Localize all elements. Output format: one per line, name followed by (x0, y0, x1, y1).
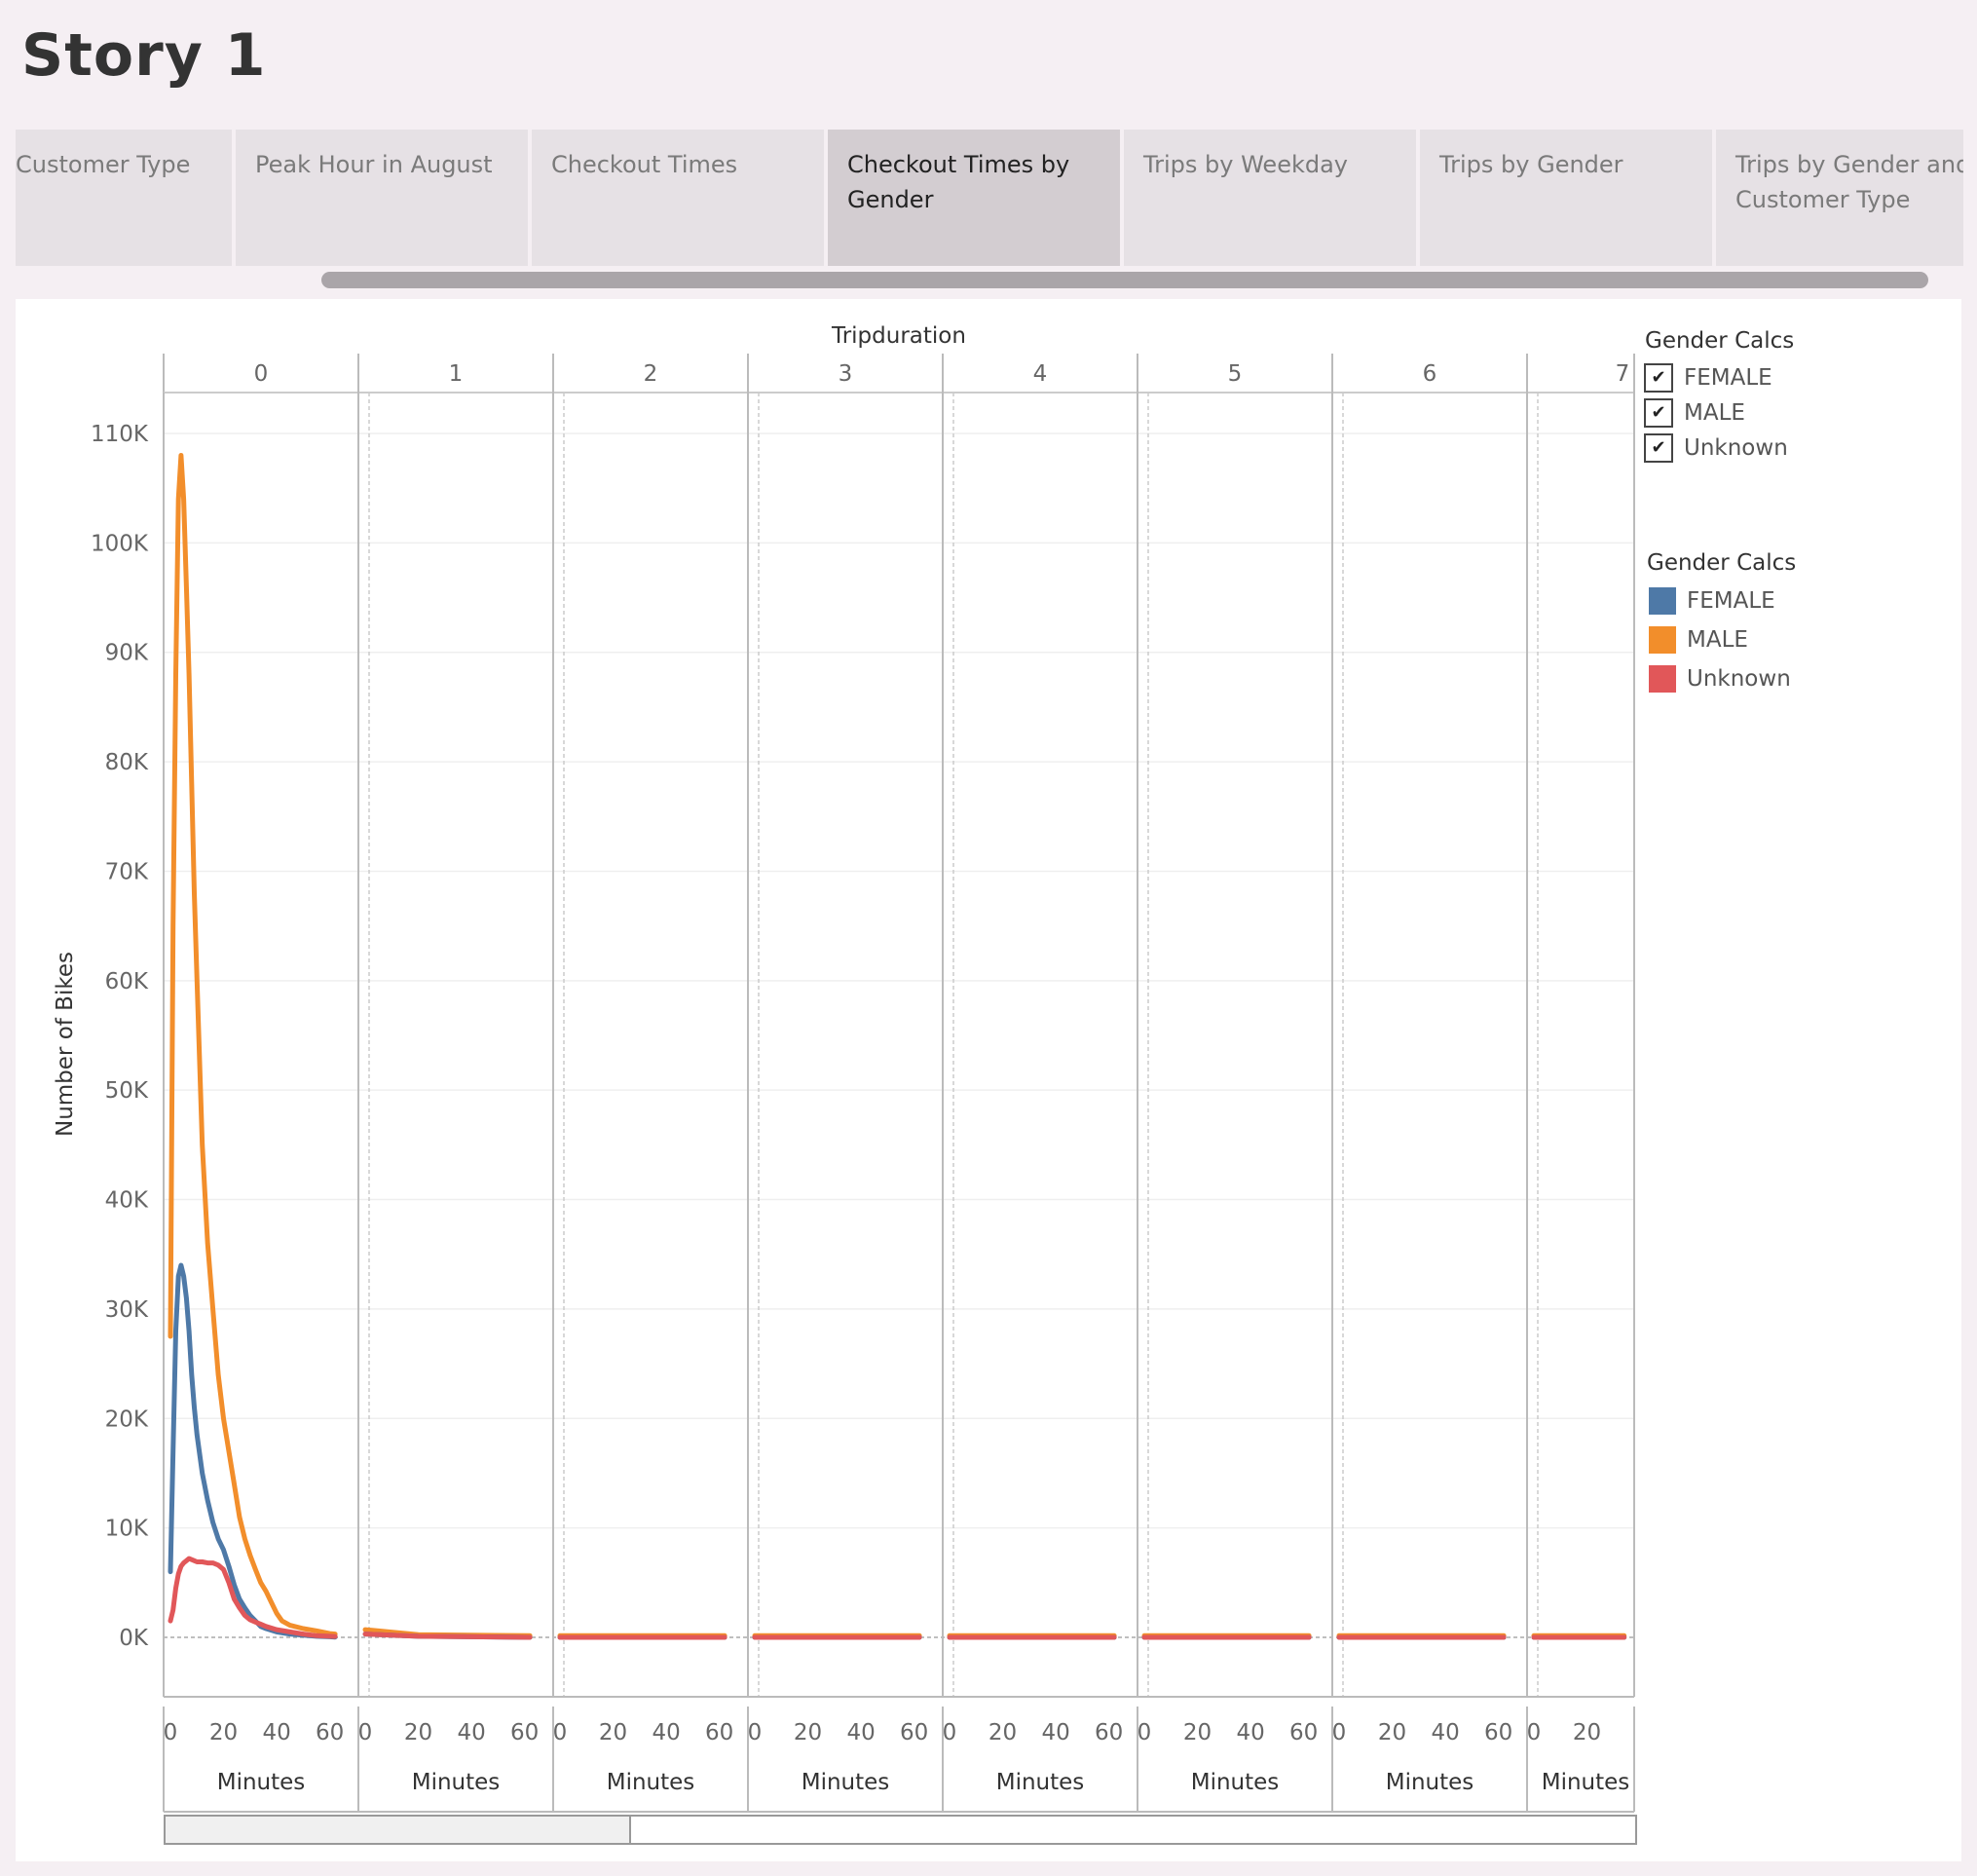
panel-header-label: 7 (1616, 361, 1630, 387)
panel-header-label: 4 (1033, 361, 1048, 387)
story-tabs: Customer Type Peak Hour in August Checkout… (16, 130, 1963, 266)
x-axis-label: Minutes (996, 1770, 1085, 1795)
tab-checkout-times-by-gender[interactable]: Checkout Times by Gender (828, 130, 1120, 266)
x-axis-label: Minutes (412, 1770, 501, 1795)
series-line-female (168, 1262, 338, 1640)
series-line-unknown (168, 1556, 338, 1639)
legend-swatch-female[interactable] (1649, 587, 1676, 615)
tab-label: Customer Type (16, 151, 191, 178)
x-tick-label: 40 (1236, 1720, 1264, 1745)
chart-panel: Tripduration 110K 100K 90K 80K 70K 60K 50K 40K 30… (16, 299, 1961, 1861)
x-tick-label: 60 (1484, 1720, 1512, 1745)
y-tick-label: 90K (105, 641, 149, 666)
y-axis-label: Number of Bikes (53, 952, 78, 1137)
x-tick-label: 20 (988, 1720, 1017, 1745)
series-line-male (168, 453, 338, 1637)
page-title: Story 1 (21, 21, 267, 90)
y-tick-label: 20K (105, 1407, 149, 1432)
x-tick-label: 60 (705, 1720, 733, 1745)
x-axis-label: Minutes (1191, 1770, 1280, 1795)
x-tick-label: 20 (209, 1720, 238, 1745)
y-tick-label: 100K (91, 531, 149, 556)
x-tick-label: 20 (1573, 1720, 1601, 1745)
x-tick-label: 20 (599, 1720, 627, 1745)
tab-label: Peak Hour in August (255, 151, 493, 178)
panel-header-label: 5 (1228, 361, 1243, 387)
x-tick-label: 0 (164, 1720, 178, 1745)
panel-header-label: 3 (839, 361, 853, 387)
filter-item-label[interactable]: FEMALE (1684, 365, 1772, 391)
x-axis-label: Minutes (1542, 1770, 1630, 1795)
tab-label: Trips by Gender and Customer Type (1735, 151, 1963, 213)
x-axis-label: Minutes (1386, 1770, 1474, 1795)
y-tick-label: 30K (105, 1297, 149, 1323)
x-tick-label: 40 (262, 1720, 290, 1745)
x-tick-label: 60 (900, 1720, 928, 1745)
horizontal-scrollbar[interactable] (164, 1815, 1637, 1845)
x-tick-label: 20 (1183, 1720, 1212, 1745)
panel-header-title: Tripduration (831, 323, 966, 349)
x-tick-label: 0 (748, 1720, 763, 1745)
tabs-scrollbar-thumb[interactable] (321, 272, 1928, 288)
x-axis-label: Minutes (802, 1770, 890, 1795)
tab-trips-by-weekday[interactable]: Trips by Weekday (1124, 130, 1416, 266)
y-tick-label: 80K (105, 750, 149, 775)
tab-customer-type[interactable]: Customer Type (16, 130, 232, 266)
x-tick-label: 40 (1041, 1720, 1069, 1745)
x-tick-label: 0 (1332, 1720, 1347, 1745)
x-tick-label: 40 (652, 1720, 680, 1745)
checkout-times-chart: Tripduration110K100K90K80K70K60K50K40K30… (53, 323, 1635, 1813)
x-tick-label: 20 (404, 1720, 432, 1745)
legend-item-label[interactable]: MALE (1687, 627, 1748, 653)
color-legend-title: Gender Calcs (1647, 550, 1797, 576)
tab-trips-by-gender[interactable]: Trips by Gender (1420, 130, 1712, 266)
y-tick-label: 10K (105, 1517, 149, 1542)
legend-item-label[interactable]: Unknown (1687, 666, 1791, 692)
panel-header-label: 0 (254, 361, 269, 387)
x-axis-label: Minutes (607, 1770, 695, 1795)
x-tick-label: 60 (1289, 1720, 1318, 1745)
x-tick-label: 0 (553, 1720, 568, 1745)
y-tick-label: 110K (91, 422, 149, 447)
tab-label: Checkout Times by Gender (847, 151, 1070, 213)
tab-trips-by-gender-and-customer-type[interactable]: Trips by Gender and Customer Type (1716, 130, 1963, 266)
x-tick-label: 20 (1378, 1720, 1406, 1745)
x-axis-label: Minutes (217, 1770, 306, 1795)
x-tick-label: 40 (457, 1720, 485, 1745)
x-tick-label: 40 (846, 1720, 875, 1745)
panel-header-label: 6 (1423, 361, 1437, 387)
series-line-unknown-panel-1 (362, 1632, 533, 1640)
x-tick-label: 60 (316, 1720, 344, 1745)
panel-header-label: 2 (644, 361, 658, 387)
x-tick-label: 60 (510, 1720, 539, 1745)
legend-swatch-unknown[interactable] (1649, 665, 1676, 693)
x-tick-label: 0 (1138, 1720, 1152, 1745)
y-tick-label: 60K (105, 969, 149, 994)
y-tick-label: 70K (105, 859, 149, 884)
x-tick-label: 0 (1527, 1720, 1542, 1745)
panel-header-label: 1 (449, 361, 464, 387)
filter-checkbox-female[interactable]: ✔ (1644, 363, 1673, 393)
y-tick-label: 0K (119, 1626, 149, 1651)
x-tick-label: 0 (358, 1720, 373, 1745)
horizontal-scrollbar-thumb[interactable] (166, 1817, 631, 1843)
filter-item-label[interactable]: MALE (1684, 400, 1745, 426)
filter-item-label[interactable]: Unknown (1684, 435, 1788, 461)
x-tick-label: 20 (794, 1720, 822, 1745)
filter-checkbox-unknown[interactable]: ✔ (1644, 433, 1673, 463)
tab-label: Checkout Times (551, 151, 738, 178)
y-tick-label: 50K (105, 1078, 149, 1104)
tab-label: Trips by Gender (1439, 151, 1623, 178)
tab-checkout-times[interactable]: Checkout Times (532, 130, 824, 266)
y-tick-label: 40K (105, 1188, 149, 1214)
x-tick-label: 0 (943, 1720, 957, 1745)
legend-item-label[interactable]: FEMALE (1687, 588, 1775, 614)
filter-checkbox-male[interactable]: ✔ (1644, 398, 1673, 428)
tab-peak-hour-in-august[interactable]: Peak Hour in August (236, 130, 528, 266)
x-tick-label: 60 (1095, 1720, 1123, 1745)
x-tick-label: 40 (1431, 1720, 1459, 1745)
filter-title: Gender Calcs (1645, 328, 1795, 354)
legend-swatch-male[interactable] (1649, 626, 1676, 654)
tab-label: Trips by Weekday (1143, 151, 1348, 178)
